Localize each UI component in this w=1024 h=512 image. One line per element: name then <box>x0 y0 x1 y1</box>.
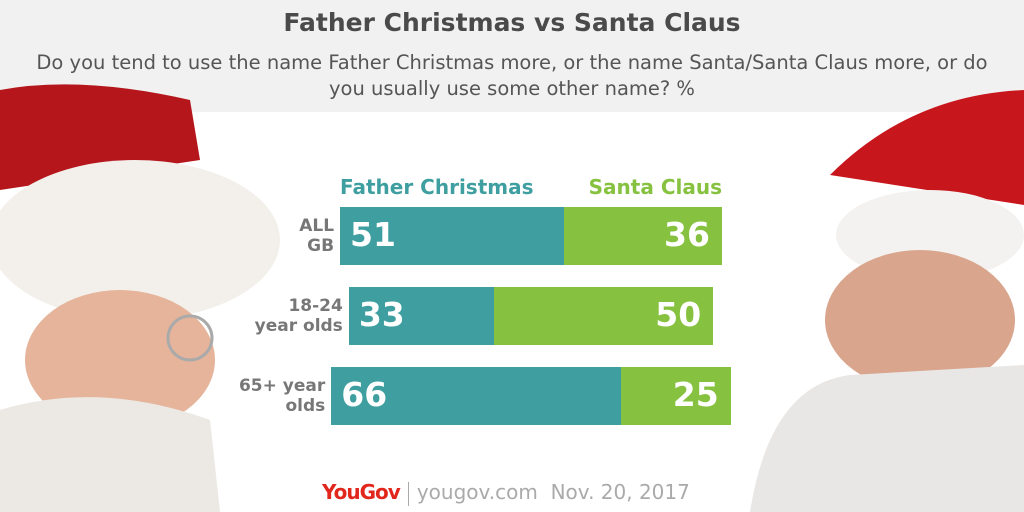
left-santa-photo <box>0 84 280 512</box>
footer-date: Nov. 20, 2017 <box>550 480 690 504</box>
category-label: ALL GB <box>299 216 335 256</box>
header-band <box>0 0 1024 112</box>
bar-father-christmas: 51 <box>340 207 564 265</box>
data-label: 50 <box>655 295 702 334</box>
legend-santa-claus: Santa Claus <box>588 175 722 199</box>
data-label: 66 <box>341 375 388 414</box>
footer-site: yougov.com <box>416 480 538 504</box>
divider <box>407 481 409 506</box>
bar-father-christmas: 33 <box>348 287 494 345</box>
right-santa-photo <box>750 90 1024 512</box>
bar-santa-claus: 36 <box>563 207 722 265</box>
category-label: 65+ year olds <box>238 376 326 416</box>
data-label: 25 <box>672 375 719 414</box>
footer: YouGov yougov.com Nov. 20, 2017 <box>322 478 690 506</box>
bar-santa-claus: 25 <box>620 367 731 425</box>
data-label: 36 <box>664 215 710 254</box>
category-label: 18-24 year olds <box>254 296 343 336</box>
chart-subtitle: Do you tend to use the name Father Chris… <box>36 51 988 100</box>
legend-father-christmas: Father Christmas <box>340 175 534 199</box>
bar-father-christmas: 66 <box>331 367 621 425</box>
data-label: 33 <box>358 295 405 334</box>
yougov-logo: YouGov <box>322 480 401 504</box>
bar-santa-claus: 50 <box>493 287 714 345</box>
chart-title: Father Christmas vs Santa Claus <box>283 8 741 37</box>
data-label: 51 <box>350 215 396 254</box>
